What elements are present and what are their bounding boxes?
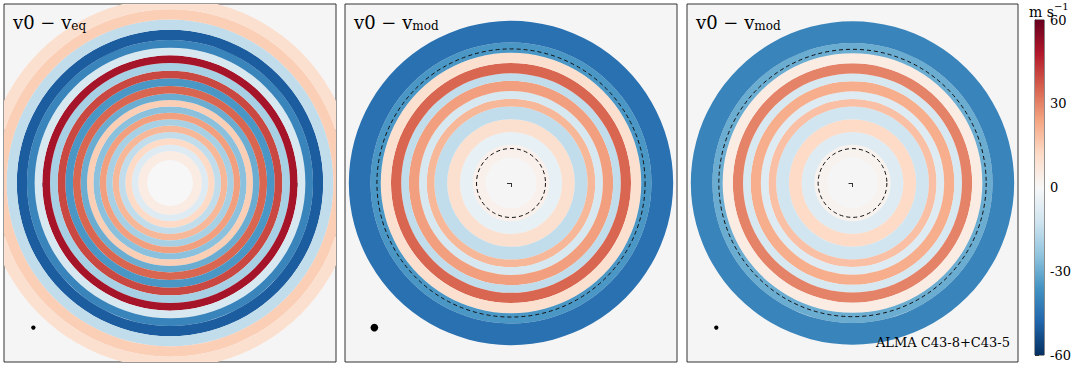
svg-text:v0 − v: v0 − v <box>695 12 755 33</box>
svg-text:v0 − v: v0 − v <box>353 12 413 33</box>
svg-text:60: 60 <box>1050 12 1067 28</box>
svg-text:eq: eq <box>71 19 86 33</box>
svg-text:mod: mod <box>412 19 439 33</box>
svg-text:−1: −1 <box>1054 1 1069 12</box>
svg-text:mod: mod <box>754 19 781 33</box>
svg-text:30: 30 <box>1050 96 1067 111</box>
svg-text:-60: -60 <box>1050 348 1071 363</box>
svg-text:ALMA C43-8+C43-5: ALMA C43-8+C43-5 <box>875 335 1010 350</box>
svg-text:v0 − v: v0 − v <box>12 12 72 33</box>
svg-text:-30: -30 <box>1050 264 1071 279</box>
svg-text:0: 0 <box>1050 180 1058 195</box>
svg-text:m s: m s <box>1029 4 1054 20</box>
